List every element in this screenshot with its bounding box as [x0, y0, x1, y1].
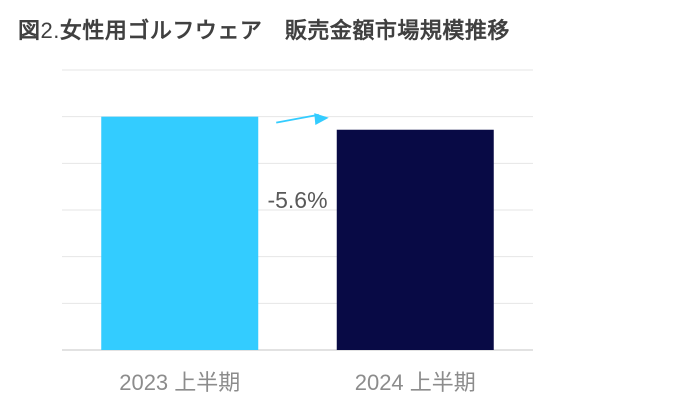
change-arrow [276, 113, 329, 126]
change-label: -5.6% [267, 187, 327, 213]
chart-title-text: 女性用ゴルフウェア 販売金額市場規模推移 [59, 19, 510, 44]
arrow-head [314, 113, 329, 126]
bars [101, 116, 494, 351]
bar-1 [336, 129, 494, 350]
chart-title-number: 2. [40, 18, 60, 43]
chart-title-prefix: 図 [18, 19, 41, 44]
bar-0 [101, 116, 259, 351]
chart-title: 図2.女性用ゴルフウェア 販売金額市場規模推移 [18, 13, 510, 45]
x-tick-label: 2024 上半期 [355, 370, 476, 395]
x-axis-ticks: 2023 上半期 2024 上半期 [119, 370, 476, 395]
arrow-shaft [276, 113, 319, 124]
x-tick-label: 2023 上半期 [119, 370, 240, 395]
